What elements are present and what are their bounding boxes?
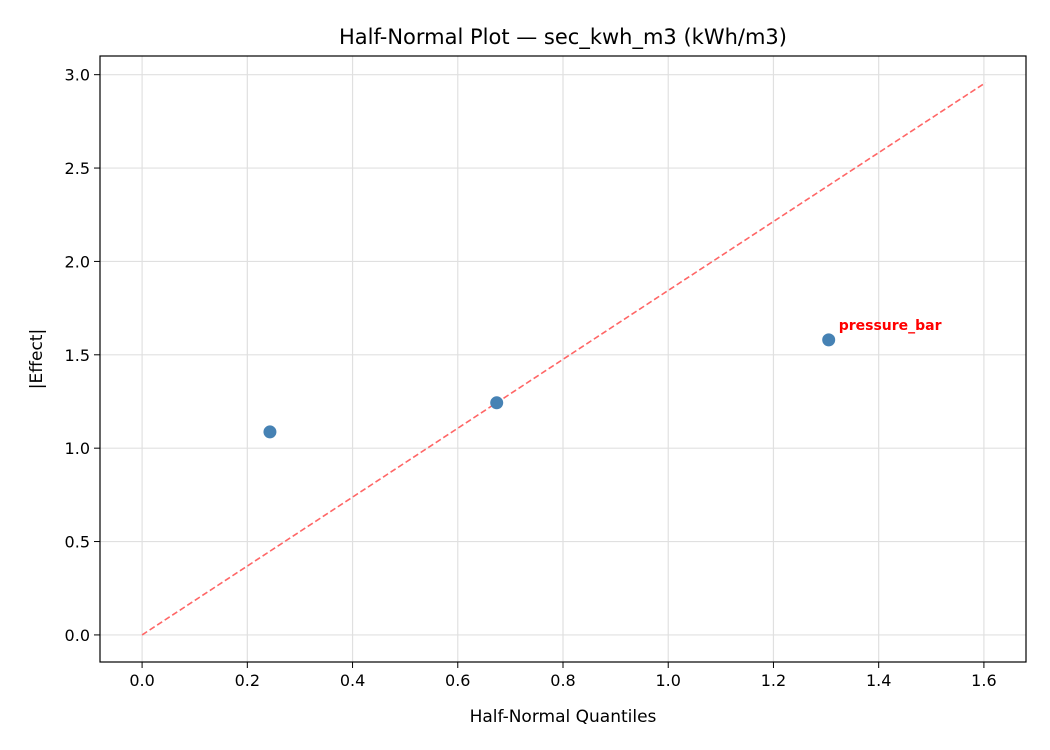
x-tick-label: 1.0: [656, 671, 681, 690]
y-tick-label: 2.0: [65, 252, 90, 271]
points-group: pressure_bar: [263, 318, 942, 439]
reference-line: [141, 82, 986, 636]
y-axis-label: |Effect|: [27, 329, 47, 389]
x-tick-label: 0.0: [129, 671, 154, 690]
y-ticks: 0.0 0.5 1.0 1.5 2.0 2.5 3.0: [65, 66, 100, 645]
y-tick-label: 3.0: [65, 66, 90, 85]
x-tick-label: 0.4: [340, 671, 365, 690]
grid: [100, 56, 1026, 662]
x-tick-label: 0.6: [445, 671, 470, 690]
y-tick-label: 1.0: [65, 439, 90, 458]
x-tick-label: 0.2: [235, 671, 260, 690]
x-axis-label: Half-Normal Quantiles: [470, 707, 657, 727]
point-annotation: pressure_bar: [839, 318, 942, 334]
x-tick-label: 1.4: [866, 671, 891, 690]
x-tick-label: 1.6: [971, 671, 996, 690]
x-tick-label: 1.2: [761, 671, 786, 690]
y-tick-label: 0.0: [65, 626, 90, 645]
data-point: [490, 396, 504, 410]
data-point: [263, 425, 277, 439]
chart-title: Half-Normal Plot — sec_kwh_m3 (kWh/m3): [339, 25, 787, 50]
y-tick-label: 1.5: [65, 346, 90, 365]
reference-line-group: [141, 82, 986, 636]
data-point: [822, 333, 836, 347]
x-ticks: 0.0 0.2 0.4 0.6 0.8 1.0 1.2 1.4 1.6: [129, 662, 997, 690]
y-tick-label: 0.5: [65, 533, 90, 552]
y-tick-label: 2.5: [65, 159, 90, 178]
x-tick-label: 0.8: [550, 671, 575, 690]
